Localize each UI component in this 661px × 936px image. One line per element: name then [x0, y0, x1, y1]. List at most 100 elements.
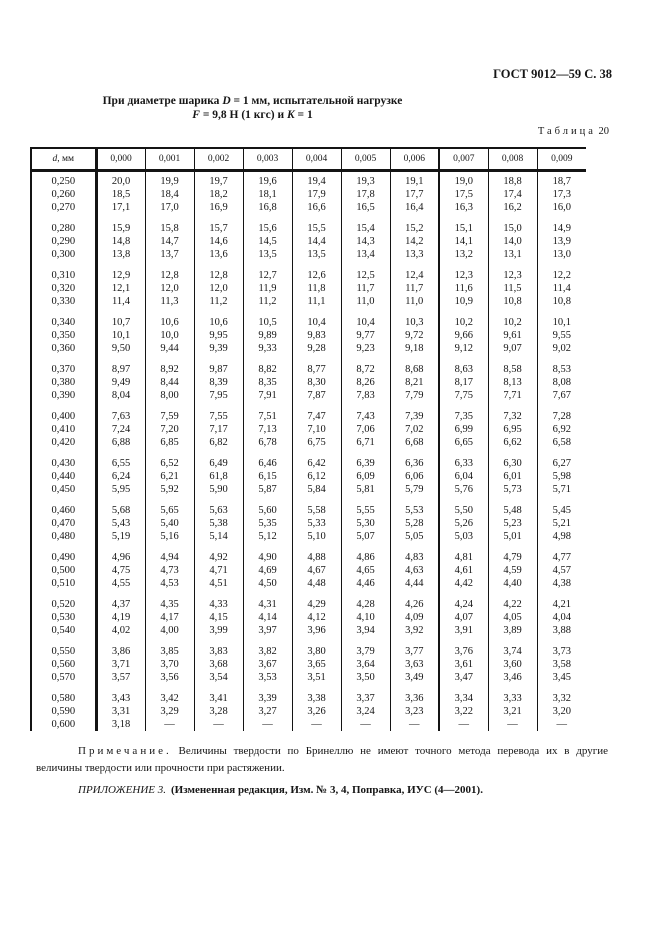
- table-row: 0,370 8,97 8,92 9,87 8,82 8,77 8,72 8,68 8,63 8,5…: [31, 355, 586, 376]
- value-cell: 4,07: [438, 611, 488, 624]
- value-cell: 9,33: [242, 342, 292, 355]
- value-cell: 3,80: [291, 637, 341, 658]
- table-number-label: Таблица 20: [538, 126, 609, 137]
- row-header-cell: 0,440: [51, 471, 76, 482]
- value-cell: 12,4: [389, 261, 439, 282]
- value-cell: 18,4: [144, 188, 194, 201]
- value-cell: 17,5: [438, 188, 488, 201]
- value-cell: 12,7: [242, 261, 292, 282]
- value-cell: 11,2: [193, 295, 243, 308]
- value-cell: 6,75: [291, 436, 341, 449]
- value-cell: 6,30: [487, 449, 537, 470]
- value-cell: 3,42: [144, 684, 194, 705]
- column-header: 0,005: [340, 148, 390, 172]
- value-cell: 10,2: [438, 308, 488, 329]
- value-cell: 11,3: [144, 295, 194, 308]
- value-cell: 10,6: [144, 308, 194, 329]
- value-cell: 11,4: [536, 282, 586, 295]
- table-row: 0,450 5,95 5,92 5,90 5,87 5,84 5,81 5,79 5,76 5,7…: [31, 483, 586, 496]
- row-header-cell: 0,380: [51, 377, 76, 388]
- value-cell: 3,94: [340, 624, 390, 637]
- value-cell: 6,49: [193, 449, 243, 470]
- value-cell: 15,7: [193, 214, 243, 235]
- row-header-cell: 0,360: [51, 343, 76, 354]
- value-cell: 4,94: [144, 543, 194, 564]
- value-cell: 7,51: [242, 402, 292, 423]
- value-cell: 5,07: [340, 530, 390, 543]
- hardness-table: d, мм 0,000 0,001 0,002 0,003 0,004 0,005 0,006…: [30, 147, 586, 731]
- value-cell: 8,26: [340, 376, 390, 389]
- value-cell: 4,81: [438, 543, 488, 564]
- value-cell: 7,71: [487, 389, 537, 402]
- table-title-line1: При диаметре шарика D = 1 мм, испытатель…: [30, 94, 475, 108]
- value-cell: 5,68: [94, 496, 145, 517]
- value-cell: 5,16: [144, 530, 194, 543]
- value-cell: 3,56: [144, 671, 194, 684]
- value-cell: 4,02: [94, 624, 145, 637]
- value-cell: 5,48: [487, 496, 537, 517]
- value-cell: 13,0: [536, 248, 586, 261]
- value-cell: 4,19: [94, 611, 145, 624]
- value-cell: 3,68: [193, 658, 243, 671]
- value-cell: 8,00: [144, 389, 194, 402]
- row-header-cell: 0,470: [51, 518, 76, 529]
- table-row: 0,250 20,0 19,9 19,7 19,6 19,4 19,3 19,1 19,0 18,…: [31, 170, 586, 188]
- value-cell: 18,7: [536, 170, 586, 188]
- value-cell: 4,31: [242, 590, 292, 611]
- value-cell: 9,66: [438, 329, 488, 342]
- value-cell: 5,65: [144, 496, 194, 517]
- table-row: 0,390 8,04 8,00 7,95 7,91 7,87 7,83 7,79 7,75 7,7…: [31, 389, 586, 402]
- value-cell: 16,3: [438, 201, 488, 214]
- value-cell: 4,51: [193, 577, 243, 590]
- value-cell: 7,79: [389, 389, 439, 402]
- value-cell: 9,07: [487, 342, 537, 355]
- table-body: 0,250 20,0 19,9 19,7 19,6 19,4 19,3 19,1 19,0 18,…: [31, 170, 586, 731]
- value-cell: 7,75: [438, 389, 488, 402]
- row-header-cell: 0,400: [51, 411, 76, 422]
- row-header-cell: 0,270: [51, 202, 76, 213]
- gost-standard-text: ГОСТ 9012—59 С. 38: [493, 67, 612, 81]
- row-header-cell: 0,250: [51, 176, 76, 187]
- value-cell: 3,70: [144, 658, 194, 671]
- value-cell: 3,83: [193, 637, 243, 658]
- table-row: 0,320 12,1 12,0 12,0 11,9 11,8 11,7 11,7 11,6 11,…: [31, 282, 586, 295]
- value-cell: 6,04: [438, 470, 488, 483]
- value-cell: 16,5: [340, 201, 390, 214]
- value-cell: 4,59: [487, 564, 537, 577]
- value-cell: 6,24: [94, 470, 145, 483]
- value-cell: 4,86: [340, 543, 390, 564]
- value-cell: 7,13: [242, 423, 292, 436]
- table-row: 0,270 17,1 17,0 16,9 16,8 16,6 16,5 16,4 16,3 16,…: [31, 201, 586, 214]
- value-cell: 13,7: [144, 248, 194, 261]
- value-cell: 18,1: [242, 188, 292, 201]
- value-cell: 5,21: [536, 517, 586, 530]
- value-cell: 15,2: [389, 214, 439, 235]
- value-cell: 5,84: [291, 483, 341, 496]
- value-cell: 6,39: [340, 449, 390, 470]
- value-cell: 4,75: [94, 564, 145, 577]
- value-cell: 12,1: [94, 282, 145, 295]
- value-cell: 8,72: [340, 355, 390, 376]
- value-cell: 4,65: [340, 564, 390, 577]
- value-cell: 10,8: [536, 295, 586, 308]
- value-cell: 3,34: [438, 684, 488, 705]
- value-cell: 13,8: [94, 248, 145, 261]
- table-label-word: Таблица: [537, 126, 596, 137]
- row-header-cell: 0,570: [51, 672, 76, 683]
- value-cell: 11,4: [94, 295, 145, 308]
- row-header-cell: 0,500: [51, 565, 76, 576]
- value-cell: 4,67: [291, 564, 341, 577]
- value-cell: 3,47: [438, 671, 488, 684]
- value-cell: 10,8: [487, 295, 537, 308]
- value-cell: 7,63: [94, 402, 145, 423]
- value-cell: 4,05: [487, 611, 537, 624]
- value-cell: 3,57: [94, 671, 145, 684]
- value-cell: 7,91: [242, 389, 292, 402]
- value-cell: 6,68: [389, 436, 439, 449]
- value-cell: 6,85: [144, 436, 194, 449]
- value-cell: 61,8: [193, 470, 243, 483]
- value-cell: 4,53: [144, 577, 194, 590]
- value-cell: 13,9: [536, 235, 586, 248]
- value-cell: 12,8: [144, 261, 194, 282]
- value-cell: 4,46: [340, 577, 390, 590]
